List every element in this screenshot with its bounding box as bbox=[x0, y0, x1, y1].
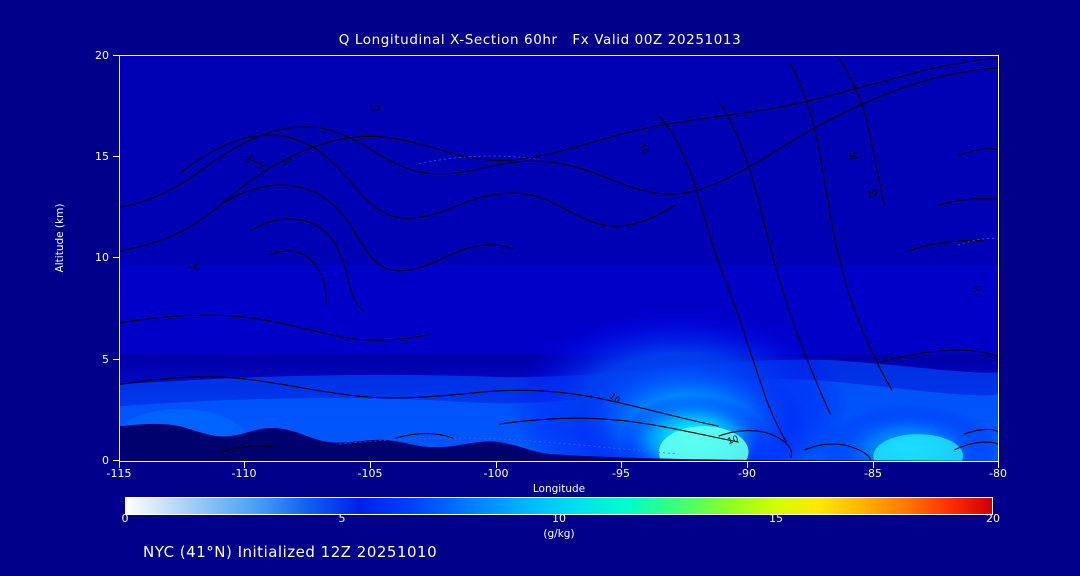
x-tick-mark--105 bbox=[370, 462, 371, 468]
colorbar-tick-10: 10 bbox=[552, 512, 566, 525]
y-tick-mark-5 bbox=[113, 359, 119, 360]
x-axis-label: Longitude bbox=[532, 483, 586, 495]
y-tick-mark-10 bbox=[113, 257, 119, 258]
x-tick--90: -90 bbox=[738, 467, 756, 480]
cross-section-heatmap: 10 20 10 30 10 10 10 20 20 10 10 bbox=[120, 56, 998, 461]
y-tick-0: 0 bbox=[102, 454, 109, 467]
y-tick-mark-15 bbox=[113, 156, 119, 157]
colorbar-tick-0: 0 bbox=[121, 512, 129, 525]
colorbar-units: (g/kg) bbox=[543, 528, 575, 540]
colorbar-gradient bbox=[126, 498, 992, 514]
plot-area: 10 20 10 30 10 10 10 20 20 10 10 bbox=[119, 55, 999, 462]
x-tick-mark--90 bbox=[747, 462, 748, 468]
svg-text:10: 10 bbox=[187, 261, 201, 274]
svg-text:20: 20 bbox=[969, 284, 983, 298]
colorbar-tick-20: 20 bbox=[986, 512, 1000, 525]
x-tick-mark--110 bbox=[244, 462, 245, 468]
y-tick-mark-0 bbox=[113, 460, 119, 461]
svg-text:10: 10 bbox=[637, 142, 651, 156]
x-tick--105: -105 bbox=[357, 467, 383, 480]
svg-text:10: 10 bbox=[280, 155, 293, 168]
colorbar-tick-15: 15 bbox=[769, 512, 783, 525]
x-tick--115: -115 bbox=[106, 467, 132, 480]
chart-title: Q Longitudinal X-Section 60hr Fx Valid 0… bbox=[338, 32, 742, 48]
y-tick-mark-20 bbox=[113, 55, 119, 56]
x-tick-mark--85 bbox=[873, 462, 874, 468]
x-tick-mark--115 bbox=[119, 462, 120, 468]
plot-inner: 10 20 10 30 10 10 10 20 20 10 10 bbox=[120, 56, 998, 461]
x-tick--95: -95 bbox=[612, 467, 630, 480]
y-tick-10: 10 bbox=[95, 251, 109, 264]
x-tick--85: -85 bbox=[864, 467, 882, 480]
svg-text:20: 20 bbox=[253, 159, 265, 171]
svg-text:10: 10 bbox=[847, 150, 859, 161]
x-tick-mark--80 bbox=[998, 462, 999, 468]
y-tick-5: 5 bbox=[102, 353, 109, 366]
x-tick-mark--100 bbox=[496, 462, 497, 468]
chart-footer: NYC (41°N) Initialized 12Z 20251010 bbox=[143, 543, 438, 561]
y-tick-20: 20 bbox=[95, 49, 109, 62]
svg-text:10: 10 bbox=[726, 433, 739, 446]
svg-text:10: 10 bbox=[369, 103, 381, 114]
svg-text:30: 30 bbox=[243, 152, 257, 165]
x-tick--80: -80 bbox=[989, 467, 1007, 480]
x-tick-mark--95 bbox=[621, 462, 622, 468]
x-tick--110: -110 bbox=[231, 467, 257, 480]
svg-text:20: 20 bbox=[865, 187, 879, 200]
colorbar-tick-5: 5 bbox=[338, 512, 346, 525]
colorbar-ticks: 0 5 10 15 20 bbox=[119, 512, 1001, 528]
y-tick-15: 15 bbox=[95, 150, 109, 163]
colorbar bbox=[125, 497, 993, 515]
x-tick--100: -100 bbox=[483, 467, 509, 480]
y-axis-label: Altitude (km) bbox=[54, 203, 66, 273]
